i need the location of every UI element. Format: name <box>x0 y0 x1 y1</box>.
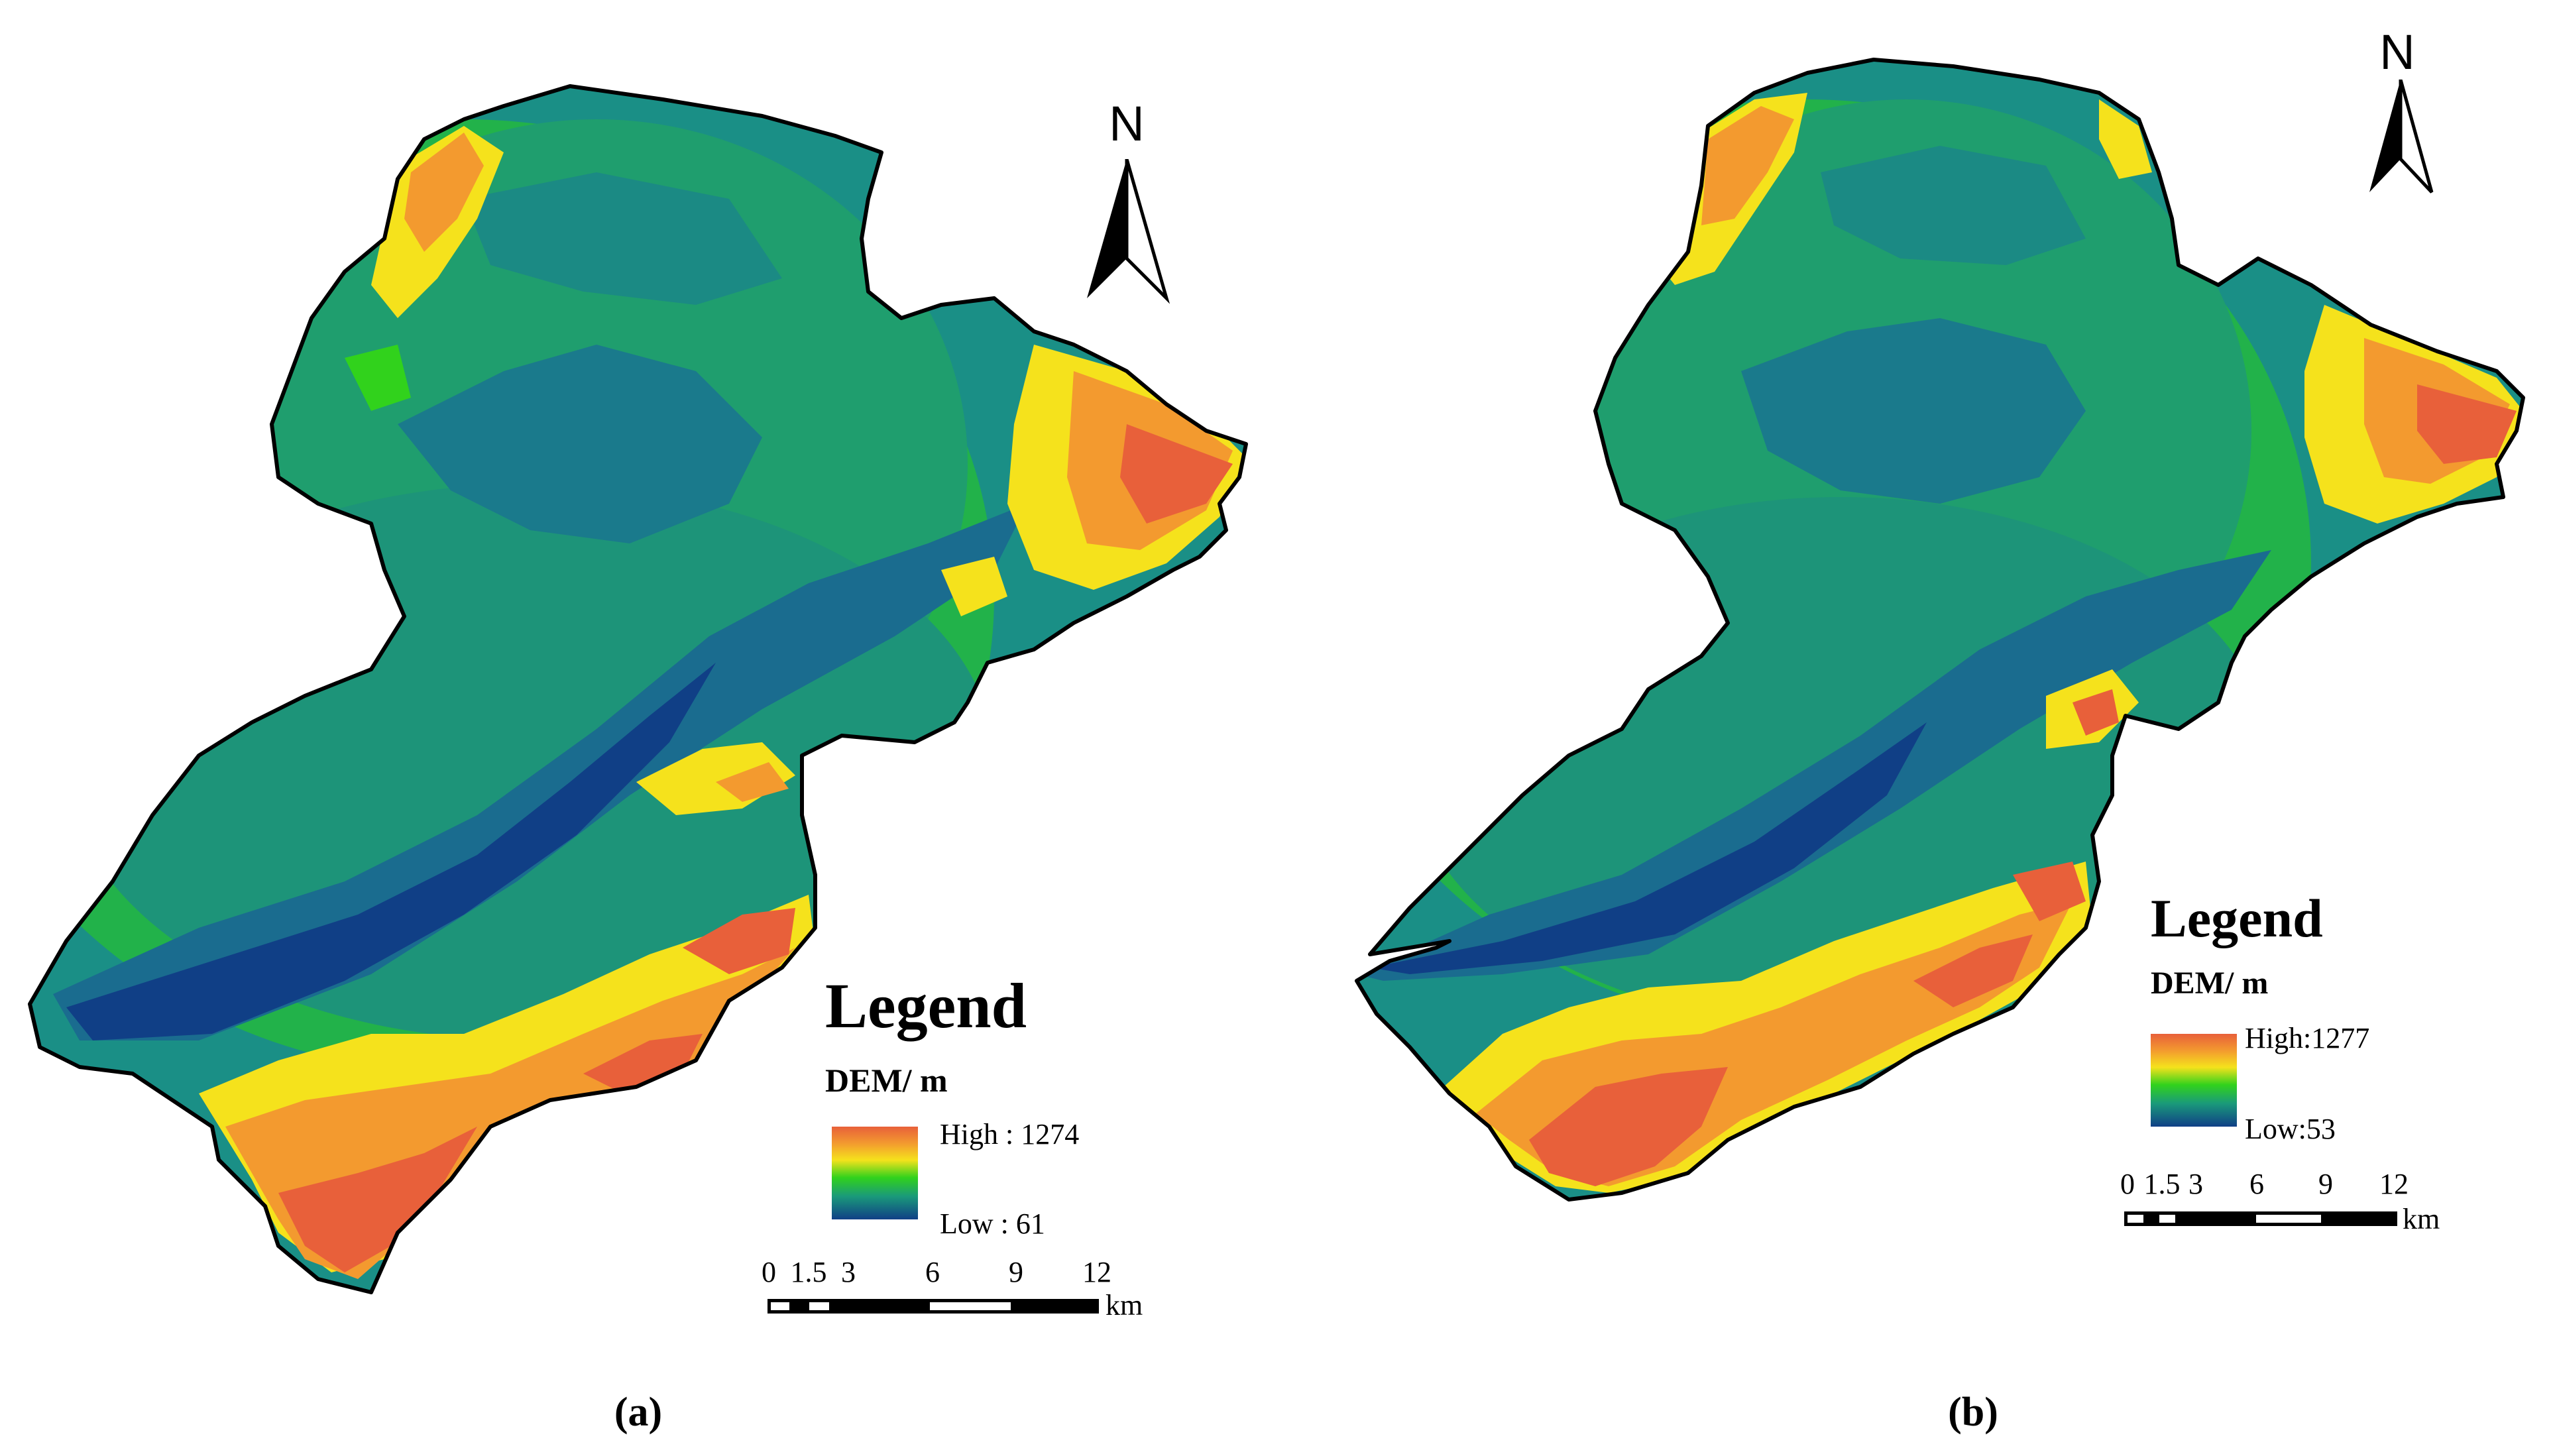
legend-low-label-b: Low:53 <box>2245 1113 2336 1145</box>
scale-tick-3: 3 <box>841 1256 856 1288</box>
dem-map-a <box>28 84 1248 1294</box>
scale-tick-9: 9 <box>1009 1256 1023 1288</box>
scale-tick-0: 0 <box>2120 1168 2135 1200</box>
map-panel-b: N Legend DEM/ m High:1277 Low:53 0 1.5 3… <box>1277 0 2555 1456</box>
north-arrow-icon <box>1087 159 1170 304</box>
legend-title-a: Legend <box>825 970 1027 1041</box>
scale-unit-b: km <box>2403 1203 2440 1235</box>
scale-tick-6: 6 <box>925 1256 940 1288</box>
north-arrow-icon <box>2369 80 2434 194</box>
scale-tick-0: 0 <box>762 1256 776 1288</box>
scale-tick-6: 6 <box>2249 1168 2264 1200</box>
legend-high-label-b: High:1277 <box>2245 1022 2370 1054</box>
scale-tick-1-5: 1.5 <box>790 1256 827 1288</box>
scale-tick-12: 12 <box>2379 1168 2409 1200</box>
scale-tick-3: 3 <box>2188 1168 2203 1200</box>
panel-caption-b: (b) <box>1948 1390 1998 1435</box>
north-label-b: N <box>2379 25 2415 80</box>
scale-tick-1-5: 1.5 <box>2143 1168 2181 1200</box>
legend-subtitle-a: DEM/ m <box>825 1062 948 1099</box>
legend-color-ramp-a <box>832 1127 918 1219</box>
legend-subtitle-b: DEM/ m <box>2151 966 2269 1001</box>
scale-unit-a: km <box>1106 1289 1143 1321</box>
scale-bar-segments-a <box>767 1299 1099 1314</box>
legend-high-label-a: High : 1274 <box>940 1118 1080 1150</box>
watershed-boundary-a <box>28 84 1248 1294</box>
north-label-a: N <box>1109 96 1145 151</box>
map-panel-a: N Legend DEM/ m High : 1274 Low : 61 0 1… <box>0 0 1277 1456</box>
scale-tick-9: 9 <box>2318 1168 2333 1200</box>
panel-caption-a: (a) <box>614 1390 663 1435</box>
dem-map-b <box>1355 58 2525 1202</box>
watershed-boundary-b <box>1355 58 2525 1202</box>
legend-color-ramp-b <box>2151 1034 2237 1127</box>
scale-bar-segments-b <box>2124 1211 2397 1226</box>
legend-low-label-a: Low : 61 <box>940 1207 1045 1240</box>
legend-title-b: Legend <box>2151 888 2323 948</box>
scale-tick-12: 12 <box>1082 1256 1111 1288</box>
